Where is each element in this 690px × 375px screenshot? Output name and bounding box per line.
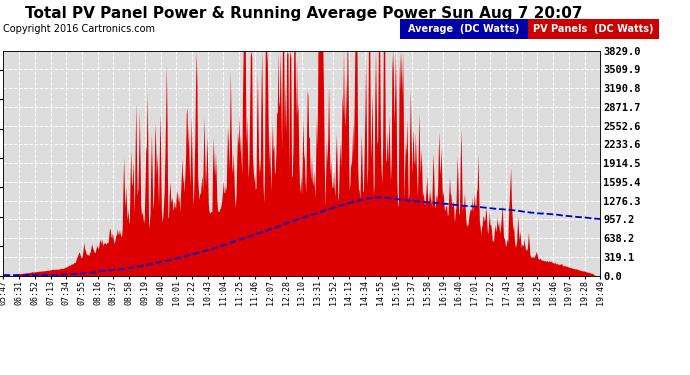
Text: PV Panels  (DC Watts): PV Panels (DC Watts): [533, 24, 653, 34]
Text: Total PV Panel Power & Running Average Power Sun Aug 7 20:07: Total PV Panel Power & Running Average P…: [25, 6, 582, 21]
Text: Average  (DC Watts): Average (DC Watts): [408, 24, 520, 34]
Text: Copyright 2016 Cartronics.com: Copyright 2016 Cartronics.com: [3, 24, 155, 34]
